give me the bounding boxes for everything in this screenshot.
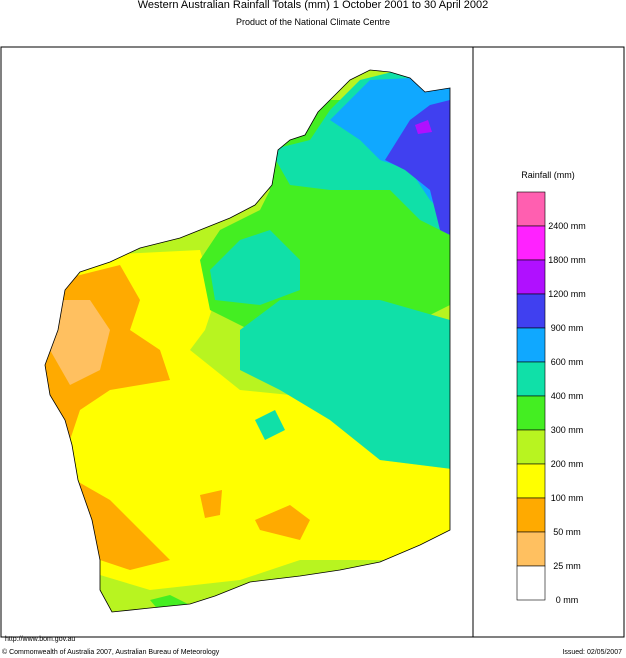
legend-label: 400 mm — [551, 391, 584, 401]
legend-swatch — [516, 531, 546, 567]
footer-issued: Issued: 02/05/2007 — [562, 649, 622, 656]
legend-label: 0 mm — [556, 595, 579, 605]
map-frame — [0, 46, 625, 638]
legend-label: 25 mm — [553, 561, 581, 571]
legend-swatch — [516, 565, 546, 601]
legend-title: Rainfall (mm) — [521, 170, 575, 180]
legend-label: 900 mm — [551, 323, 584, 333]
coastline — [44, 69, 451, 613]
legend-swatch — [516, 497, 546, 533]
legend-swatch — [516, 463, 546, 499]
legend: 2400 mm 1800 mm 1200 mm 900 mm 600 mm 400 mm 3… — [516, 191, 586, 605]
legend-label: 200 mm — [551, 459, 584, 469]
footer-url: http://www.bom.gov.au — [5, 636, 75, 643]
legend-swatch — [516, 327, 546, 363]
legend-label: 600 mm — [551, 357, 584, 367]
footer-copyright: © Commonwealth of Australia 2007, Austra… — [2, 648, 220, 656]
legend-swatch — [516, 191, 546, 227]
legend-swatch — [516, 259, 546, 295]
legend-swatch — [516, 225, 546, 261]
legend-label: 1800 mm — [548, 255, 586, 265]
legend-label: 2400 mm — [548, 221, 586, 231]
legend-label: 100 mm — [551, 493, 584, 503]
title: Western Australian Rainfall Totals (mm) … — [138, 0, 489, 11]
legend-label: 1200 mm — [548, 289, 586, 299]
legend-swatch — [516, 395, 546, 431]
legend-label: 50 mm — [553, 527, 581, 537]
rainfall-map — [45, 70, 450, 612]
legend-swatch — [516, 361, 546, 397]
legend-label: 300 mm — [551, 425, 584, 435]
legend-swatch — [516, 429, 546, 465]
subtitle: Product of the National Climate Centre — [236, 17, 390, 27]
legend-swatch — [516, 293, 546, 329]
